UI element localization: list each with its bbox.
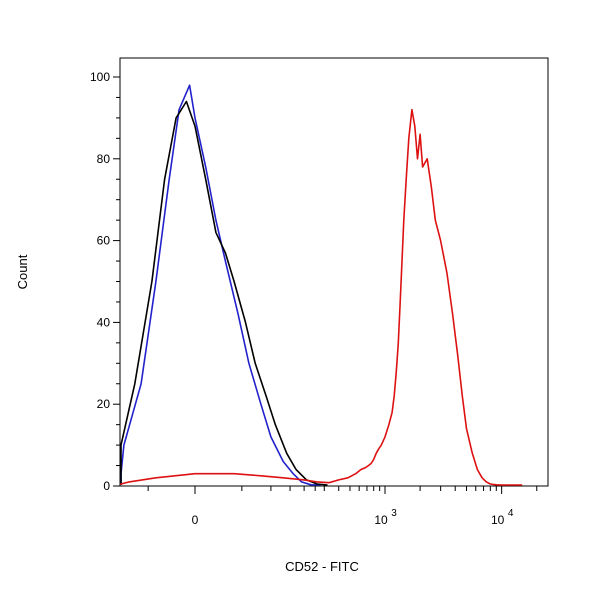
x-tick-label-exponent: 3: [391, 508, 397, 519]
y-axis: 0 20 40 60 80 100: [90, 70, 120, 493]
y-tick-label: 0: [103, 479, 110, 493]
x-axis-title: CD52 - FITC: [285, 559, 359, 574]
y-tick-label: 40: [97, 315, 111, 329]
x-tick-label-base: 10: [491, 513, 505, 527]
series-layer: [120, 84, 523, 486]
x-tick-label-base: 10: [374, 513, 388, 527]
y-tick-label: 80: [97, 152, 111, 166]
x-tick-label: 10 4: [491, 508, 514, 527]
x-tick-label-base: 0: [192, 513, 199, 527]
x-tick-label: 0: [192, 513, 199, 527]
plot-frame: [119, 57, 549, 487]
series-line-1: [120, 84, 321, 486]
y-tick-label: 60: [97, 234, 111, 248]
y-axis-title: Count: [15, 254, 30, 289]
y-tick-label: 20: [97, 397, 111, 411]
series-line-2: [120, 100, 328, 486]
y-tick-label: 100: [90, 70, 110, 84]
x-tick-label: 10 3: [374, 508, 397, 527]
x-tick-label-exponent: 4: [508, 508, 514, 519]
series-line-3: [120, 108, 523, 486]
x-axis: 0 10 3 10 4: [147, 486, 538, 527]
